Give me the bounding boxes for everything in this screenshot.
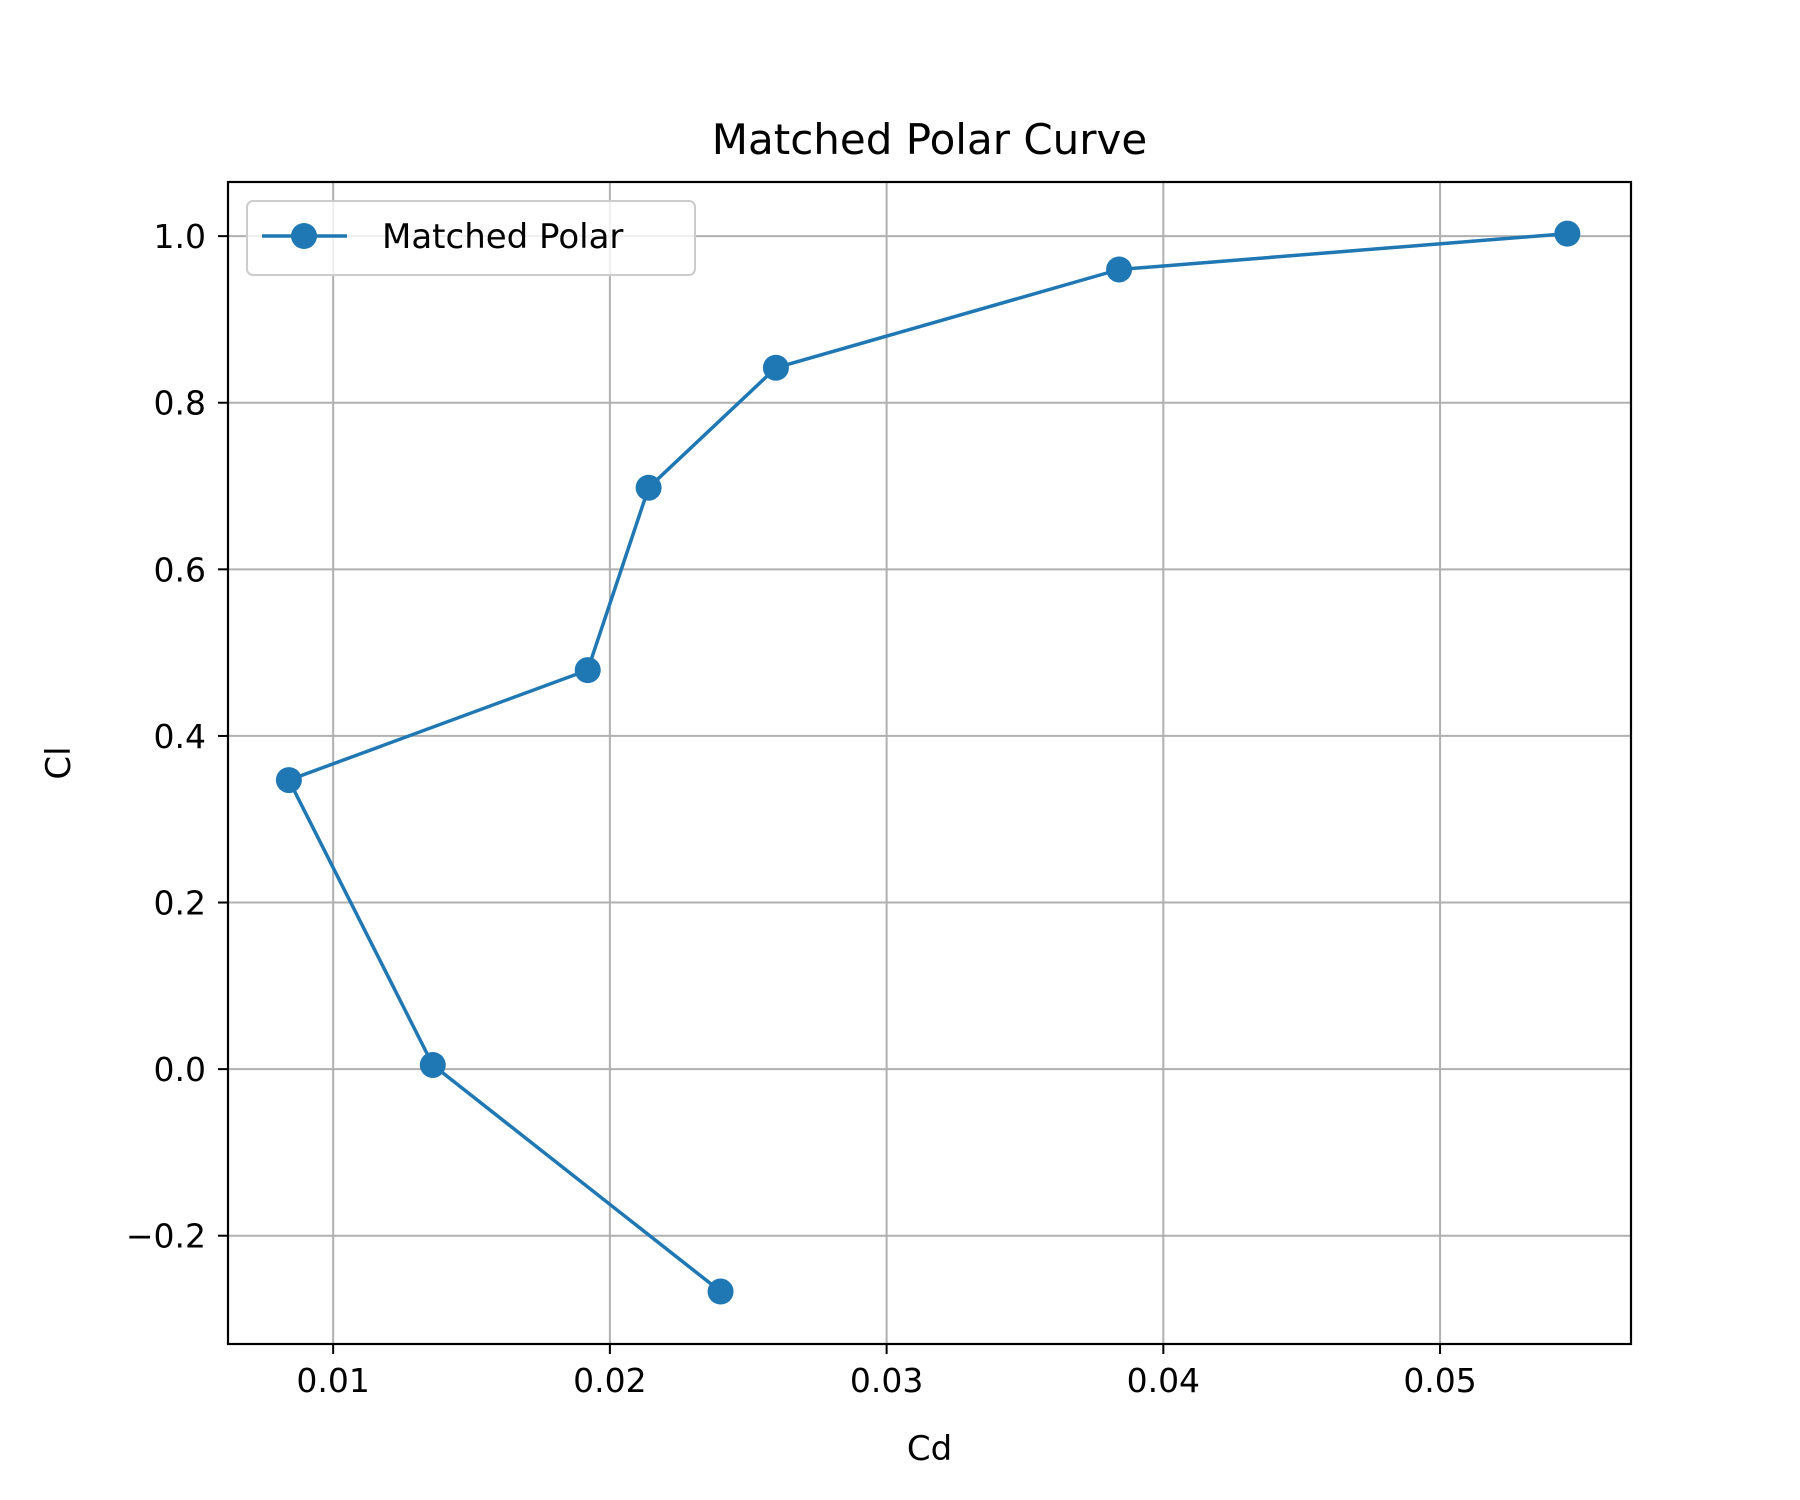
y-tick-label: 0.6 — [154, 550, 206, 589]
data-point — [1554, 220, 1581, 247]
y-tick-label: 1.0 — [154, 217, 206, 256]
y-tick-label: 0.2 — [154, 884, 206, 923]
data-point — [635, 474, 662, 501]
y-tick-label: −0.2 — [126, 1217, 206, 1256]
chart-title: Matched Polar Curve — [712, 115, 1147, 164]
y-tick-label: 0.0 — [154, 1050, 206, 1089]
legend-marker — [291, 223, 317, 249]
data-point — [419, 1051, 446, 1078]
x-tick-label: 0.01 — [296, 1361, 369, 1400]
x-tick-label: 0.04 — [1127, 1361, 1200, 1400]
x-axis-label: Cd — [907, 1429, 952, 1469]
legend-box — [246, 200, 696, 276]
x-tick-label: 0.03 — [850, 1361, 923, 1400]
legend: Matched Polar — [246, 200, 696, 276]
x-tick-label: 0.05 — [1403, 1361, 1476, 1400]
ticks: 0.01 0.02 0.03 0.04 0.05 −0.2 0.0 0.2 0.4 0.6 0.8 1… — [126, 217, 1477, 1400]
plot-frame — [226, 180, 1633, 1346]
data-point — [762, 354, 789, 381]
series-layer — [275, 220, 1581, 1305]
data-point — [1106, 256, 1133, 283]
y-axis-label: Cl — [39, 746, 79, 779]
grid — [228, 182, 1631, 1344]
series-line — [287, 231, 1568, 1293]
data-point — [275, 767, 302, 794]
legend-label: Matched Polar — [382, 217, 623, 257]
data-point — [574, 657, 601, 684]
y-tick-label: 0.8 — [154, 384, 206, 423]
x-tick-label: 0.02 — [573, 1361, 646, 1400]
data-point — [707, 1278, 734, 1305]
y-tick-label: 0.4 — [154, 717, 206, 756]
